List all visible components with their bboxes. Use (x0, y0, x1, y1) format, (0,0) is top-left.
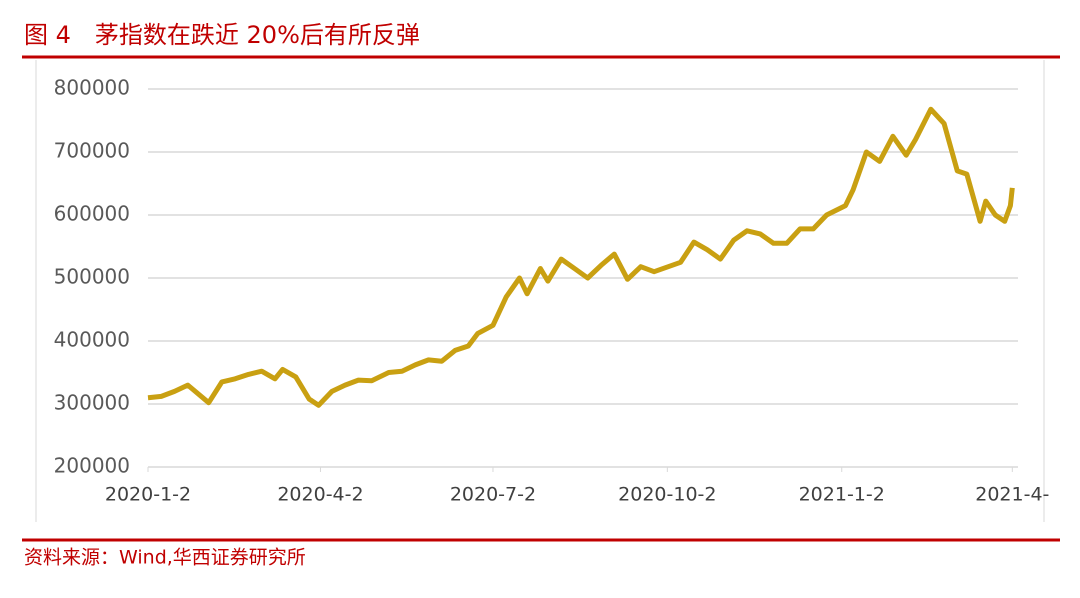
y-tick-label: 500000 (54, 265, 130, 289)
x-tick-label: 2021-4- (975, 484, 1049, 506)
x-tick-label: 2021-1-2 (799, 484, 885, 506)
y-tick-label: 700000 (54, 139, 130, 163)
x-tick-label: 2020-1-2 (105, 484, 191, 506)
x-tick-label: 2020-4-2 (277, 484, 363, 506)
y-tick-label: 300000 (54, 391, 130, 415)
x-tick-label: 2020-7-2 (450, 484, 536, 506)
source-note: 资料来源：Wind,华西证券研究所 (24, 547, 306, 569)
x-tick-label: 2020-10-2 (618, 484, 716, 506)
y-tick-label: 400000 (54, 328, 130, 352)
y-tick-label: 600000 (54, 202, 130, 226)
chart-title: 图 4 茅指数在跌近 20%后有所反弹 (24, 21, 420, 49)
y-tick-label: 800000 (54, 76, 130, 100)
y-tick-label: 200000 (54, 454, 130, 478)
data-line (147, 106, 1015, 408)
